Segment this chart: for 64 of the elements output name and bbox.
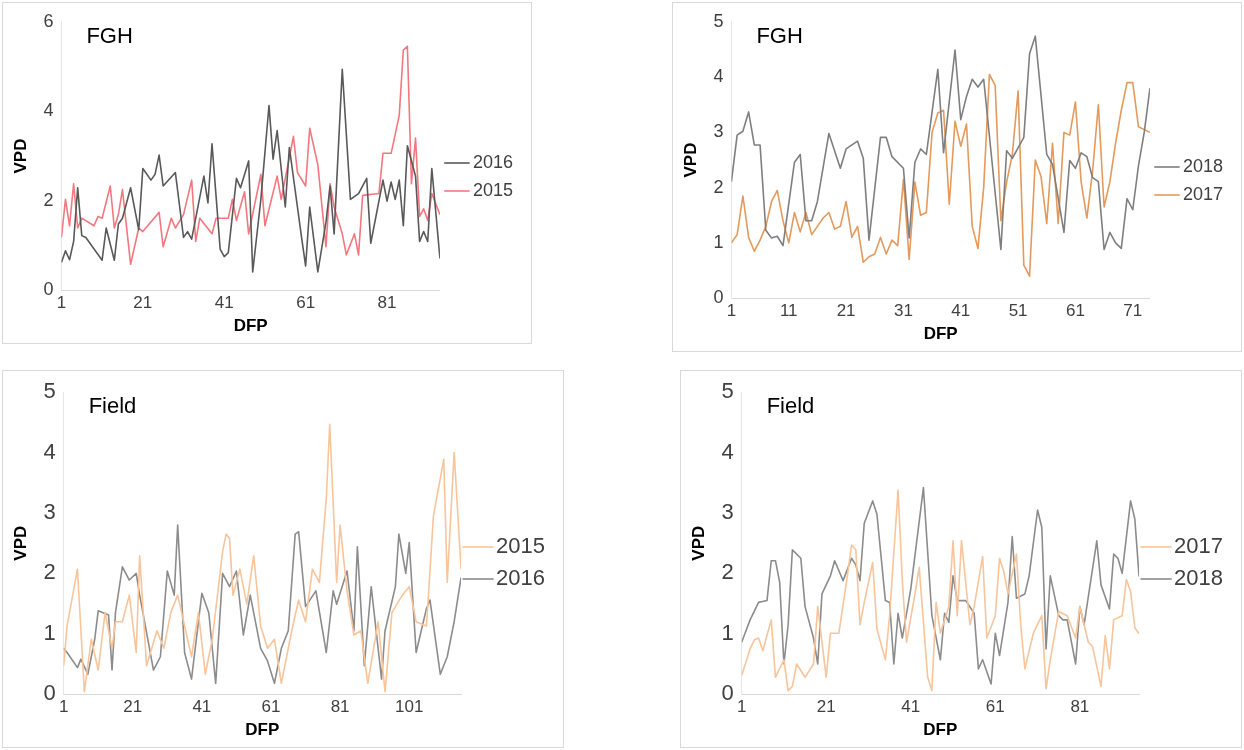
- y-tick-label: 4: [721, 438, 734, 464]
- x-tick-label: 81: [1070, 697, 1090, 717]
- y-tick-label: 2: [713, 176, 724, 197]
- x-tick-label: 41: [901, 697, 921, 717]
- annotation: FGH: [756, 22, 803, 48]
- x-tick-label: 41: [951, 301, 971, 321]
- legend-label: 2016: [472, 151, 513, 172]
- y-tick-label: 2: [721, 559, 734, 585]
- x-tick-label: 21: [133, 293, 153, 313]
- x-tick-label: 51: [1008, 301, 1028, 321]
- y-tick-label: 4: [43, 100, 54, 121]
- y-tick-label: 5: [721, 378, 734, 404]
- x-tick-label: 1: [736, 697, 747, 717]
- x-axis-title: DFP: [245, 720, 280, 740]
- legend-label: 2017: [1174, 533, 1224, 559]
- legend-label: 2018: [1174, 565, 1224, 591]
- y-tick-label: 0: [43, 279, 54, 300]
- x-axis-title: DFP: [923, 324, 958, 344]
- y-tick-label: 3: [721, 499, 734, 525]
- y-axis-title: VPD: [680, 142, 700, 178]
- y-tick-label: 3: [43, 499, 56, 525]
- legend-label: 2018: [1182, 155, 1223, 176]
- x-tick-label: 61: [985, 697, 1005, 717]
- x-tick-label: 61: [296, 293, 316, 313]
- legend-label: 2016: [496, 565, 546, 591]
- y-tick-label: 3: [713, 121, 724, 142]
- y-tick-label: 2: [43, 189, 54, 210]
- x-tick-label: 1: [58, 697, 69, 717]
- x-tick-label: 81: [330, 697, 350, 717]
- y-axis-title: VPD: [10, 138, 30, 174]
- y-tick-label: 0: [43, 680, 56, 706]
- x-tick-label: 61: [1065, 301, 1085, 321]
- annotation: FGH: [86, 22, 133, 48]
- y-tick-label: 0: [721, 680, 734, 706]
- x-tick-label: 11: [779, 301, 798, 321]
- annotation: Field: [766, 393, 815, 419]
- x-tick-label: 21: [123, 697, 143, 717]
- x-tick-label: 71: [1123, 301, 1143, 321]
- y-axis-title: VPD: [10, 525, 30, 561]
- x-tick-label: 31: [893, 301, 913, 321]
- x-tick-label: 101: [395, 697, 424, 717]
- legend-label: 2015: [496, 533, 546, 559]
- legend-label: 2017: [1182, 183, 1223, 204]
- legend-label: 2015: [472, 179, 513, 200]
- x-tick-label: 61: [261, 697, 281, 717]
- y-axis-title: VPD: [688, 525, 708, 561]
- x-tick-label: 21: [816, 697, 836, 717]
- y-tick-label: 5: [713, 10, 724, 31]
- y-tick-label: 6: [43, 10, 54, 31]
- y-tick-label: 1: [713, 231, 724, 252]
- x-tick-label: 41: [192, 697, 212, 717]
- y-tick-label: 4: [43, 438, 56, 464]
- y-tick-label: 5: [43, 378, 56, 404]
- x-tick-label: 41: [214, 293, 234, 313]
- y-tick-label: 0: [713, 287, 724, 308]
- y-tick-label: 2: [43, 559, 56, 585]
- y-tick-label: 4: [713, 66, 724, 87]
- x-tick-label: 81: [377, 293, 397, 313]
- y-tick-label: 1: [43, 619, 56, 645]
- x-axis-title: DFP: [923, 720, 958, 740]
- x-tick-label: 21: [836, 301, 856, 321]
- x-axis-title: DFP: [233, 316, 268, 336]
- annotation: Field: [88, 393, 137, 419]
- y-tick-label: 1: [721, 619, 734, 645]
